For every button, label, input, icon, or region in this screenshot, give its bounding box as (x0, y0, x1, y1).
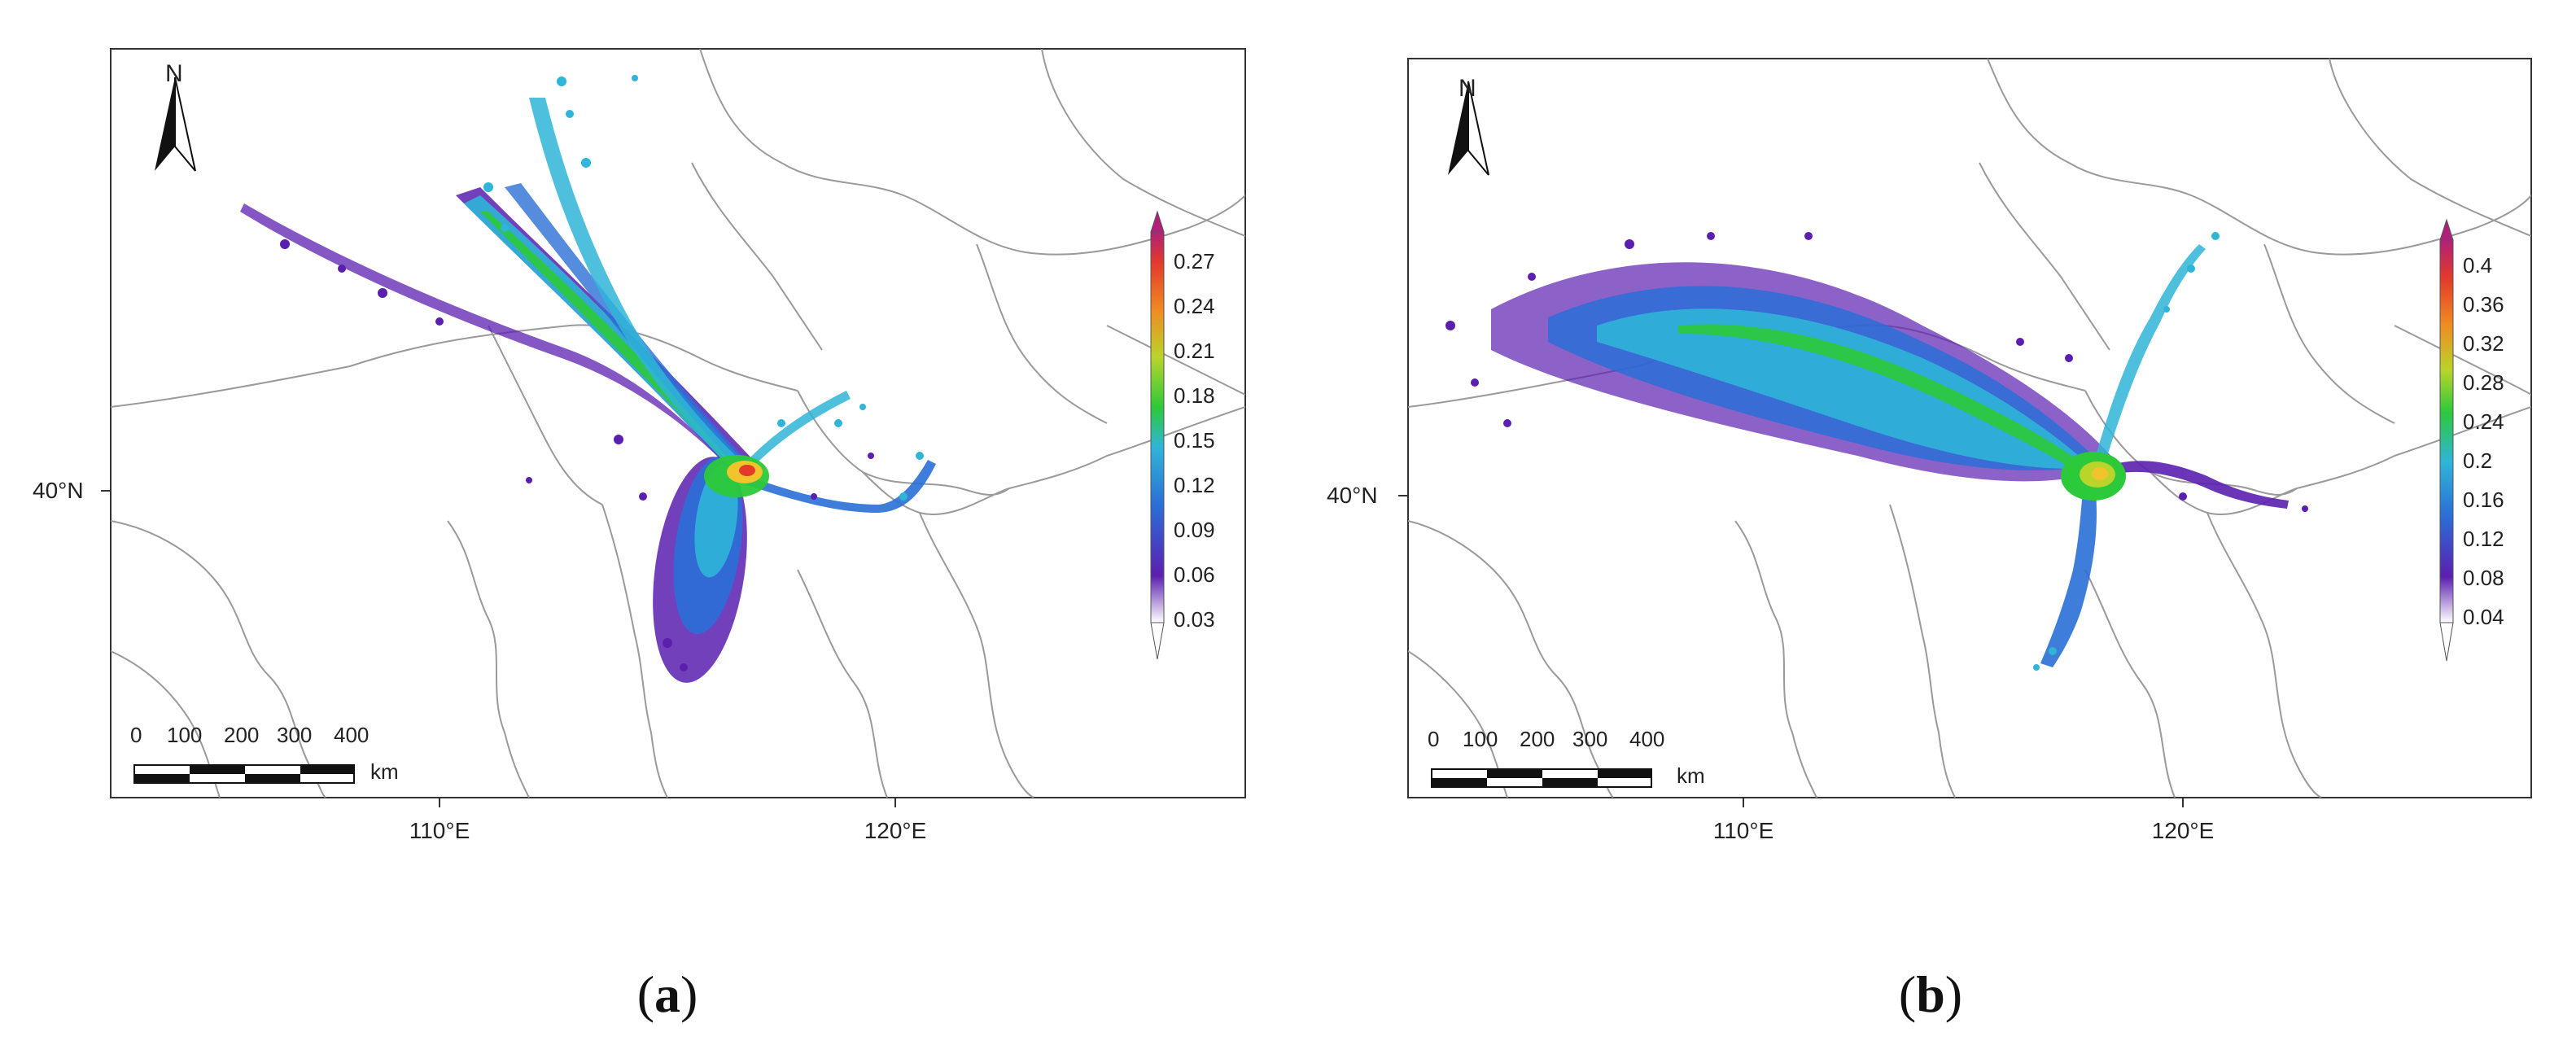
lat-label: 40°N (33, 478, 84, 503)
colorbar-tick: 0.16 (2463, 488, 2504, 512)
scale-tick: 400 (1629, 727, 1664, 751)
colorbar-tick: 0.15 (1174, 428, 1215, 453)
lat-label: 40°N (1327, 483, 1378, 508)
lon-label: 120°E (2152, 818, 2215, 843)
scale-tick: 0 (1428, 727, 1439, 751)
scale-tick: 300 (1572, 727, 1607, 751)
map-frame (110, 48, 1246, 798)
scale-tick: 100 (167, 723, 202, 747)
colorbar-tick: 0.36 (2463, 292, 2504, 317)
scale-tick: 100 (1463, 727, 1498, 751)
panel-a: N 0.27 0.24 0.21 0.18 0.15 0.12 0.09 0.0… (33, 48, 1246, 1023)
scale-tick: 300 (277, 723, 312, 747)
colorbar-tick: 0.04 (2463, 605, 2504, 629)
lon-label: 110°E (409, 818, 470, 843)
scale-tick: 400 (334, 723, 369, 747)
map-a: N 0.27 0.24 0.21 0.18 0.15 0.12 0.09 0.0… (33, 48, 1246, 843)
north-arrow-icon (1448, 81, 1489, 176)
scale-bar (133, 764, 355, 784)
colorbar-tick: 0.09 (1174, 518, 1215, 542)
panel-caption: (a) (636, 965, 698, 1023)
colorbar-tick: 0.03 (1174, 607, 1215, 632)
colorbar-tick: 0.2 (2463, 448, 2492, 473)
colorbar-tick: 0.06 (1174, 562, 1215, 587)
north-label: N (1459, 75, 1476, 102)
colorbar-tick: 0.21 (1174, 339, 1215, 363)
scale-bar (1431, 768, 1652, 788)
caption-letter: a (654, 965, 680, 1023)
scale-unit: km (370, 759, 399, 784)
scale-unit: km (1677, 763, 1705, 788)
province-boundaries (111, 49, 1245, 798)
concentration-plume (1445, 232, 2308, 671)
colorbar (2439, 218, 2454, 662)
scale-tick: 0 (130, 723, 142, 747)
caption-letter: b (1916, 965, 1945, 1023)
colorbar-tick: 0.12 (1174, 473, 1215, 497)
scale-tick: 200 (224, 723, 259, 747)
colorbar (1150, 210, 1165, 660)
colorbar-tick: 0.27 (1174, 249, 1215, 273)
map-b: N 0.4 0.36 0.32 0.28 0.24 0.2 0.16 0.12 … (1327, 58, 2532, 843)
colorbar-tick: 0.4 (2463, 253, 2492, 278)
lon-label: 110°E (1713, 818, 1774, 843)
north-label: N (165, 60, 183, 87)
colorbar-tick: 0.24 (1174, 294, 1215, 318)
panel-caption: (b) (1898, 965, 1963, 1023)
concentration-plume (240, 75, 936, 683)
panel-b: N 0.4 0.36 0.32 0.28 0.24 0.2 0.16 0.12 … (1288, 0, 2575, 1054)
colorbar-tick: 0.24 (2463, 409, 2504, 434)
colorbar-tick: 0.12 (2463, 527, 2504, 551)
north-arrow-icon (155, 77, 196, 172)
lon-label: 120°E (864, 818, 927, 843)
colorbar-tick: 0.18 (1174, 383, 1215, 408)
colorbar-tick: 0.08 (2463, 566, 2504, 590)
colorbar-tick: 0.28 (2463, 370, 2504, 395)
colorbar-tick: 0.32 (2463, 331, 2504, 356)
scale-tick: 200 (1520, 727, 1555, 751)
